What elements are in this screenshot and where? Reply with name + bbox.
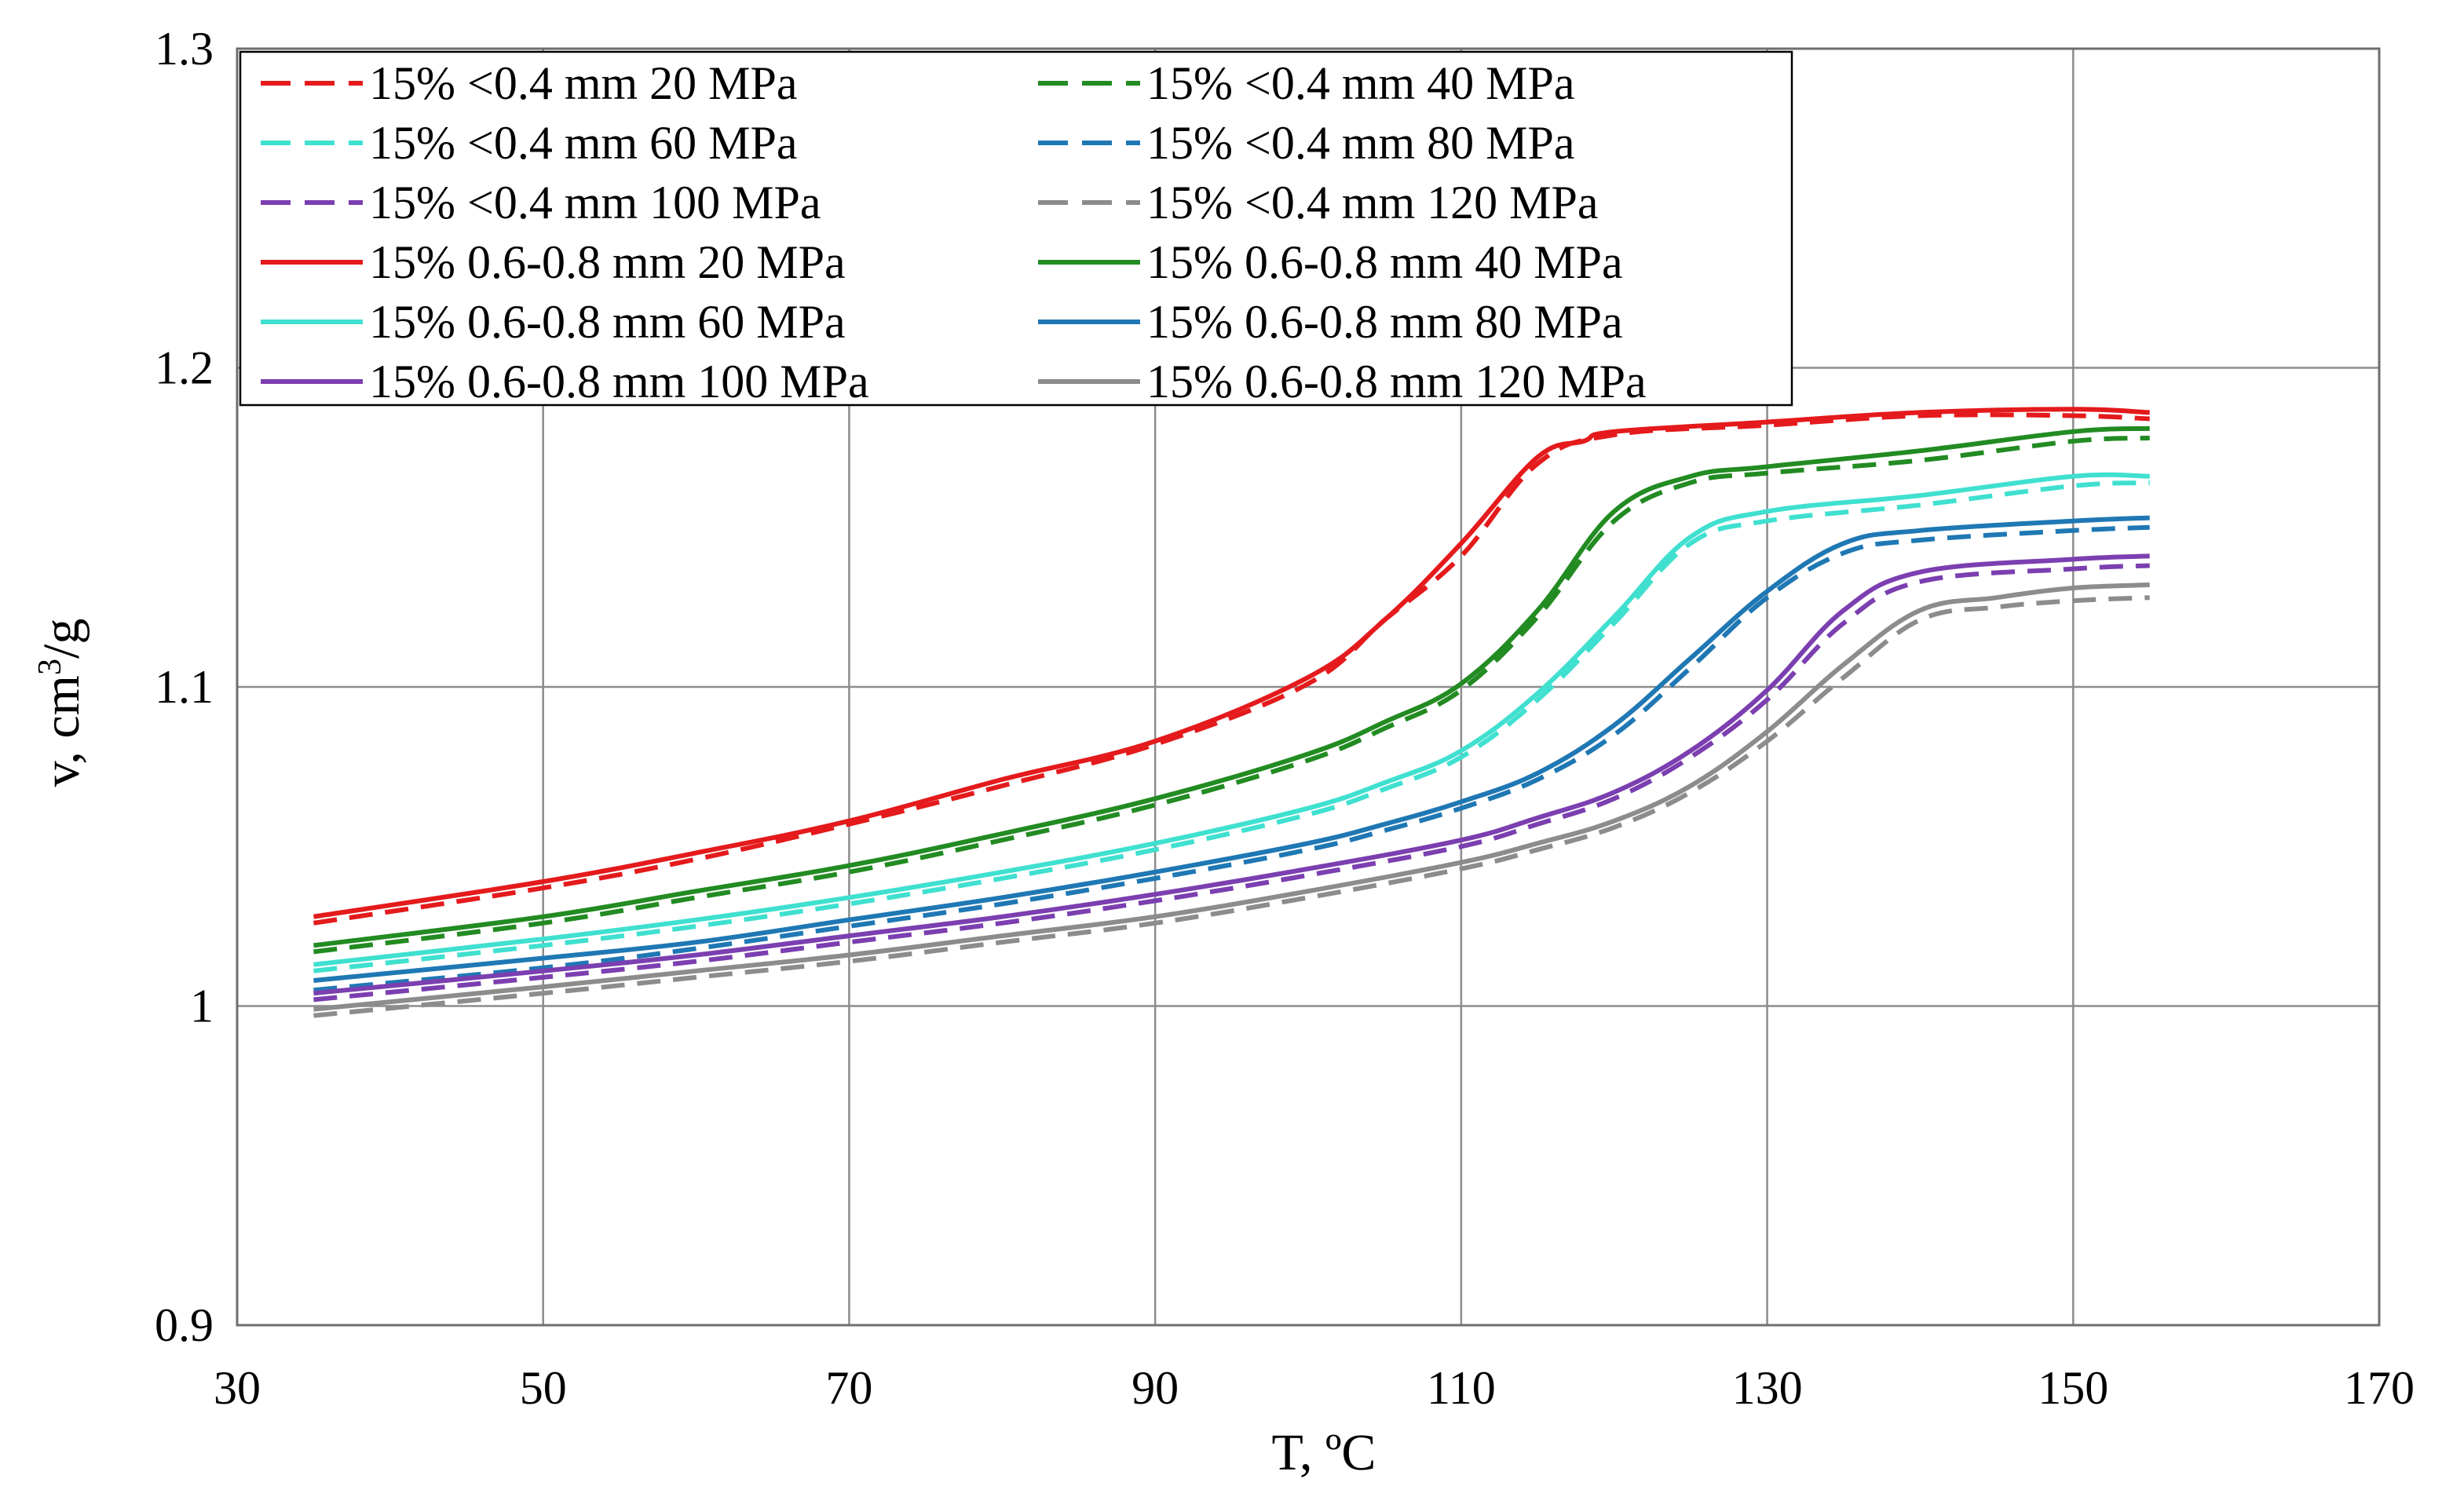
- legend-label: 15% <0.4 mm 120 MPa: [1146, 177, 1599, 228]
- series-line-8: [313, 472, 2150, 967]
- legend-label: 15% 0.6-0.8 mm 60 MPa: [369, 296, 846, 348]
- y-tick-label: 1.1: [155, 661, 214, 713]
- legend-label: 15% <0.4 mm 40 MPa: [1146, 57, 1575, 109]
- series-line-2: [313, 480, 2150, 973]
- x-tick-label: 30: [214, 1362, 261, 1414]
- legend-label: 15% 0.6-0.8 mm 20 MPa: [369, 236, 846, 288]
- x-tick-label: 150: [2038, 1362, 2108, 1414]
- legend-box: [239, 50, 1793, 407]
- y-axis-title: v, cm3/g: [32, 619, 90, 787]
- series-line-1: [313, 435, 2150, 955]
- x-tick-label: 170: [2344, 1362, 2415, 1414]
- series-line-0: [313, 412, 2150, 926]
- y-axis-title-base: v, cm: [33, 675, 90, 787]
- series-line-9: [313, 515, 2150, 983]
- tick-labels: 30 50 70 90 110 130 150 170 0.9 1 1.1 1.2 1.3: [155, 23, 2415, 1414]
- y-axis-title-sup: 3: [32, 659, 68, 675]
- x-tick-label: 90: [1131, 1362, 1179, 1414]
- legend-label: 15% <0.4 mm 100 MPa: [369, 177, 821, 228]
- legend-label: 15% <0.4 mm 20 MPa: [369, 57, 798, 109]
- plot-frame: [236, 47, 2381, 1327]
- x-tick-label: 130: [1732, 1362, 1803, 1414]
- series-line-4: [313, 563, 2150, 1002]
- x-axis-title: T, ºC: [1272, 1424, 1376, 1481]
- x-tick-label: 50: [520, 1362, 567, 1414]
- legend-label: 15% <0.4 mm 60 MPa: [369, 117, 798, 169]
- legend: 15% <0.4 mm 20 MPa 15% <0.4 mm 40 MPa 15% …: [239, 50, 1793, 407]
- series-line-10: [313, 553, 2150, 996]
- legend-label: 15% 0.6-0.8 mm 100 MPa: [369, 356, 869, 407]
- legend-label: 15% 0.6-0.8 mm 80 MPa: [1146, 296, 1623, 348]
- legend-label: 15% 0.6-0.8 mm 40 MPa: [1146, 236, 1623, 288]
- series-line-5: [313, 595, 2150, 1018]
- legend-label: 15% <0.4 mm 80 MPa: [1146, 117, 1575, 169]
- series-line-6: [313, 407, 2150, 919]
- series-line-3: [313, 524, 2150, 993]
- series-lines: [313, 407, 2150, 1018]
- legend-label: 15% 0.6-0.8 mm 120 MPa: [1146, 356, 1647, 407]
- x-tick-label: 70: [825, 1362, 872, 1414]
- y-tick-label: 1.3: [155, 23, 214, 75]
- y-tick-label: 0.9: [155, 1299, 214, 1351]
- y-tick-label: 1: [190, 981, 214, 1032]
- x-tick-label: 110: [1427, 1362, 1496, 1414]
- y-tick-label: 1.2: [155, 342, 214, 394]
- series-line-11: [313, 582, 2150, 1012]
- y-axis-title-tail: /g: [33, 619, 90, 659]
- series-line-7: [313, 425, 2150, 948]
